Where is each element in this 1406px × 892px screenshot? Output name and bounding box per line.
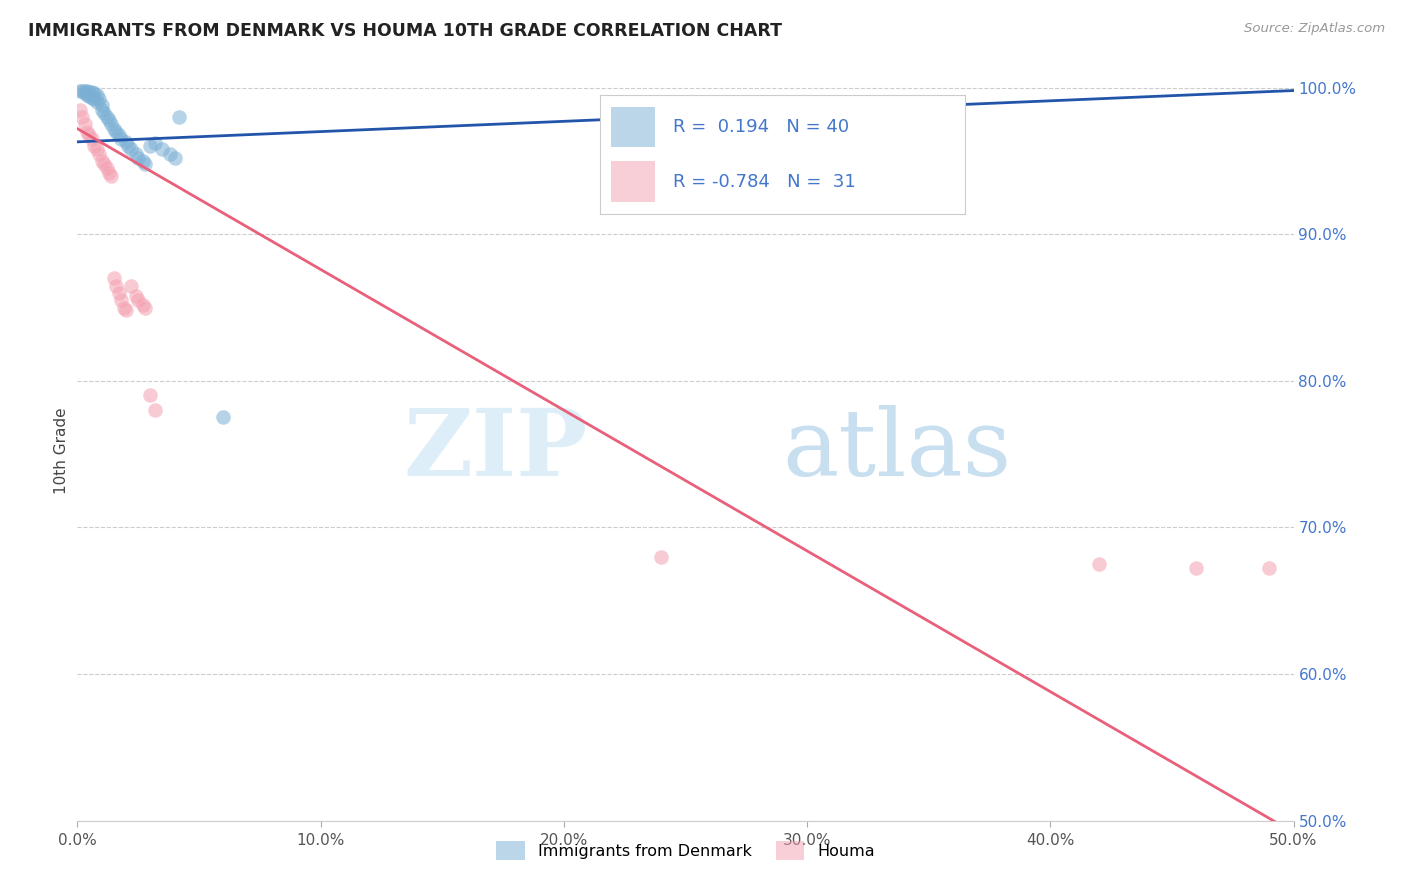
Point [93,105,115,120]
Point [96,161,118,176]
Point [97,166,120,180]
Point [76,125,98,139]
Point [1185,561,1208,575]
Text: atlas: atlas [783,406,1012,495]
Point [143,136,166,151]
Point [83,87,105,101]
Point [650,549,672,564]
Point [90,98,112,112]
Text: Source: ZipAtlas.com: Source: ZipAtlas.com [1244,22,1385,36]
Point [86,142,108,156]
Point [103,271,125,285]
Point [112,301,135,315]
Point [70,110,93,124]
Point [134,157,156,171]
Point [115,135,138,149]
Point [212,410,235,425]
Point [100,117,122,131]
Point [117,139,139,153]
Point [152,142,174,156]
Point [132,153,155,168]
Point [96,110,118,124]
Point [105,125,128,139]
Point [110,293,132,308]
Point [1258,561,1281,575]
Point [69,84,91,98]
Point [169,110,191,124]
Point [90,153,112,168]
Point [73,117,96,131]
Point [80,132,103,146]
Point [132,297,155,311]
Point [73,84,96,98]
Point [125,289,148,303]
Point [83,139,105,153]
Point [89,146,111,161]
Point [103,121,125,136]
Point [139,388,162,402]
Y-axis label: 10th Grade: 10th Grade [53,407,69,494]
Point [134,301,156,315]
Point [100,169,122,183]
Point [143,403,166,417]
Point [125,146,148,161]
Point [120,142,142,156]
Point [86,87,108,102]
Legend: Immigrants from Denmark, Houma: Immigrants from Denmark, Houma [489,835,882,866]
Point [163,151,186,165]
Point [918,95,941,110]
Point [80,85,103,99]
Point [86,95,108,110]
Point [70,84,93,98]
Point [76,87,98,102]
Point [120,278,142,293]
Point [90,103,112,117]
Point [79,128,101,142]
Point [93,157,115,171]
Point [115,303,138,318]
Point [83,92,105,106]
Point [89,92,111,106]
Point [159,146,181,161]
Point [127,151,149,165]
Point [127,293,149,308]
Point [107,128,129,142]
Point [69,103,91,117]
Point [76,84,98,98]
Point [1088,557,1111,571]
Text: IMMIGRANTS FROM DENMARK VS HOUMA 10TH GRADE CORRELATION CHART: IMMIGRANTS FROM DENMARK VS HOUMA 10TH GR… [28,22,782,40]
Text: ZIP: ZIP [404,406,588,495]
Point [79,89,101,103]
Point [110,132,132,146]
Point [79,85,101,99]
Point [105,278,128,293]
Point [80,91,103,105]
Point [107,285,129,300]
Point [139,139,162,153]
Point [97,112,120,127]
Point [73,87,96,101]
